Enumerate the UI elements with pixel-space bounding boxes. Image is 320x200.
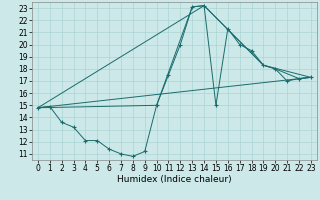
X-axis label: Humidex (Indice chaleur): Humidex (Indice chaleur) <box>117 175 232 184</box>
